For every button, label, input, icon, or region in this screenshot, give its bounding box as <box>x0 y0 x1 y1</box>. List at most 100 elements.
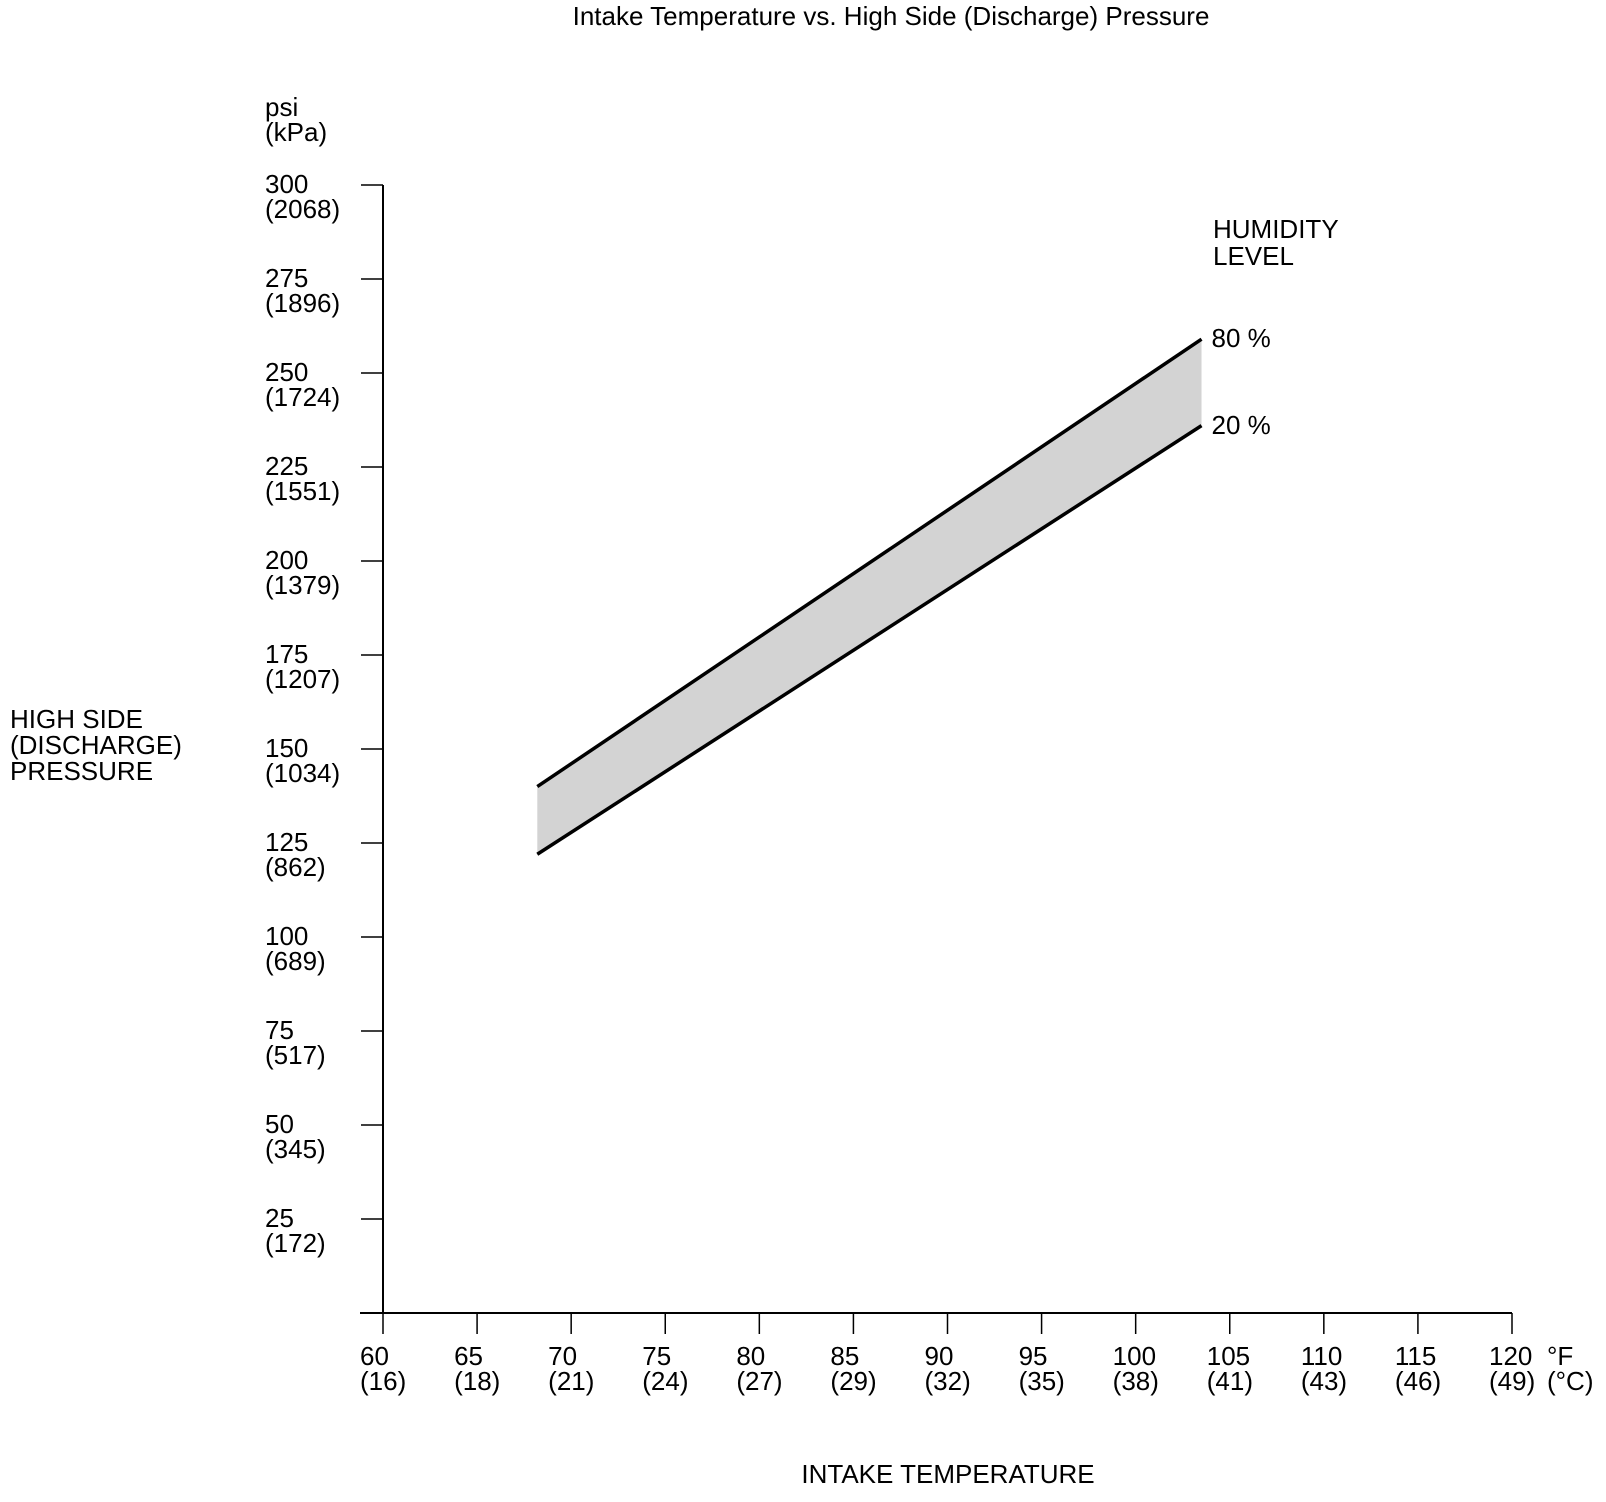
y-tick-label: 250 (1724) <box>265 357 341 412</box>
y-tick-psi: 25 <box>265 1203 294 1233</box>
x-tick-c: (32) <box>924 1366 971 1396</box>
x-tick-f: 85 <box>830 1341 860 1371</box>
series-label-20-percent: 20 % <box>1211 409 1271 440</box>
x-tick-label: 100 (38) <box>1112 1341 1159 1396</box>
x-tick-c: (16) <box>360 1366 407 1396</box>
y-tick-label: 200 (1379) <box>265 545 341 600</box>
x-tick-label: 120 (49) <box>1489 1341 1536 1396</box>
y-tick-label: 25 (172) <box>265 1203 326 1258</box>
x-tick-label: 85 (29) <box>830 1341 877 1396</box>
y-axis-title-line: (DISCHARGE) <box>10 730 182 760</box>
x-tick-f: 95 <box>1018 1341 1048 1371</box>
series-label-80-percent: 80 % <box>1211 323 1271 354</box>
humidity-band-area <box>537 339 1202 855</box>
x-tick-f: 60 <box>360 1341 389 1371</box>
x-axis-ticks <box>382 1313 1513 1334</box>
y-tick-psi: 300 <box>265 169 309 199</box>
x-tick-c: (35) <box>1018 1366 1065 1396</box>
y-tick-kpa: (345) <box>265 1134 326 1164</box>
y-tick-kpa: (689) <box>265 946 326 976</box>
x-tick-label: 70 (21) <box>548 1341 595 1396</box>
x-tick-label: 60 (16) <box>360 1341 407 1396</box>
y-tick-psi: 200 <box>265 545 309 575</box>
y-tick-label: 50 (345) <box>265 1109 326 1164</box>
y-tick-label: 100 (689) <box>265 921 326 976</box>
y-tick-psi: 225 <box>265 451 309 481</box>
x-unit-c: (°C) <box>1547 1366 1594 1396</box>
y-axis-title-line: HIGH SIDE <box>10 704 143 734</box>
legend-title: HUMIDITY LEVEL <box>1213 216 1339 270</box>
y-tick-label: 300 (2068) <box>265 169 341 224</box>
x-tick-f: 120 <box>1489 1341 1533 1371</box>
x-unit-f: °F <box>1547 1341 1574 1371</box>
y-tick-psi: 100 <box>265 921 309 951</box>
x-tick-label: 80 (27) <box>736 1341 783 1396</box>
x-axis-unit-label: °F (°C) <box>1547 1341 1594 1396</box>
y-tick-label: 75 (517) <box>265 1015 326 1070</box>
y-tick-label: 175 (1207) <box>265 639 341 694</box>
x-tick-f: 100 <box>1112 1341 1157 1371</box>
y-tick-kpa: (1379) <box>265 570 341 600</box>
y-tick-kpa: (862) <box>265 852 326 882</box>
y-tick-kpa: (1551) <box>265 476 341 506</box>
x-axis-title: INTAKE TEMPERATURE <box>801 1459 1095 1489</box>
x-tick-f: 65 <box>454 1341 483 1371</box>
x-tick-c: (46) <box>1394 1366 1442 1396</box>
y-axis-ticks <box>361 184 383 1220</box>
y-tick-label: 275 (1896) <box>265 263 341 318</box>
y-tick-kpa: (1207) <box>265 664 341 694</box>
y-tick-psi: 125 <box>265 827 309 857</box>
x-tick-label: 75 (24) <box>642 1341 689 1396</box>
axes <box>360 185 1512 1314</box>
y-tick-psi: 150 <box>265 733 309 763</box>
y-tick-psi: 250 <box>265 357 309 387</box>
x-tick-f: 70 <box>548 1341 578 1371</box>
chart-title: Intake Temperature vs. High Side (Discha… <box>572 1 1210 31</box>
y-axis-title: HIGH SIDE (DISCHARGE) PRESSURE <box>10 706 182 784</box>
x-tick-f: 90 <box>924 1341 954 1371</box>
x-tick-c: (41) <box>1206 1366 1253 1396</box>
legend-title-line: LEVEL <box>1213 241 1294 271</box>
y-tick-label: 125 (862) <box>265 827 326 882</box>
y-tick-kpa: (517) <box>265 1040 326 1070</box>
x-tick-label: 90 (32) <box>924 1341 971 1396</box>
y-tick-kpa: (1724) <box>265 382 341 412</box>
y-tick-label: 225 (1551) <box>265 451 341 506</box>
y-tick-kpa: (2068) <box>265 194 341 224</box>
line-80-percent <box>536 337 1203 789</box>
x-tick-label: 95 (35) <box>1018 1341 1065 1396</box>
x-tick-label: 110 (43) <box>1300 1341 1348 1396</box>
x-tick-c: (38) <box>1112 1366 1159 1396</box>
legend-title-line: HUMIDITY <box>1213 214 1339 244</box>
y-tick-label: 150 (1034) <box>265 733 341 788</box>
x-tick-label: 105 (41) <box>1206 1341 1253 1396</box>
y-tick-kpa: (172) <box>265 1228 326 1258</box>
y-unit-kpa: (kPa) <box>265 117 328 147</box>
y-unit-psi: psi <box>265 92 299 122</box>
x-tick-f: 80 <box>736 1341 766 1371</box>
y-tick-kpa: (1034) <box>265 758 341 788</box>
x-tick-f: 115 <box>1394 1341 1437 1371</box>
y-axis-title-line: PRESSURE <box>10 756 154 786</box>
x-tick-f: 110 <box>1300 1341 1343 1371</box>
x-tick-c: (43) <box>1300 1366 1348 1396</box>
x-tick-c: (29) <box>830 1366 877 1396</box>
x-tick-c: (27) <box>736 1366 783 1396</box>
y-tick-kpa: (1896) <box>265 288 341 318</box>
x-tick-f: 105 <box>1206 1341 1251 1371</box>
x-tick-c: (24) <box>642 1366 689 1396</box>
x-tick-c: (18) <box>454 1366 501 1396</box>
y-tick-psi: 275 <box>265 263 309 293</box>
y-axis-unit-label: psi (kPa) <box>265 92 328 147</box>
y-tick-psi: 75 <box>265 1015 294 1045</box>
x-tick-c: (21) <box>548 1366 595 1396</box>
line-20-percent <box>536 424 1203 856</box>
x-tick-c: (49) <box>1489 1366 1536 1396</box>
y-tick-psi: 175 <box>265 639 309 669</box>
x-tick-label: 65 (18) <box>454 1341 501 1396</box>
x-tick-label: 115 (46) <box>1394 1341 1442 1396</box>
x-tick-f: 75 <box>642 1341 672 1371</box>
y-tick-psi: 50 <box>265 1109 294 1139</box>
